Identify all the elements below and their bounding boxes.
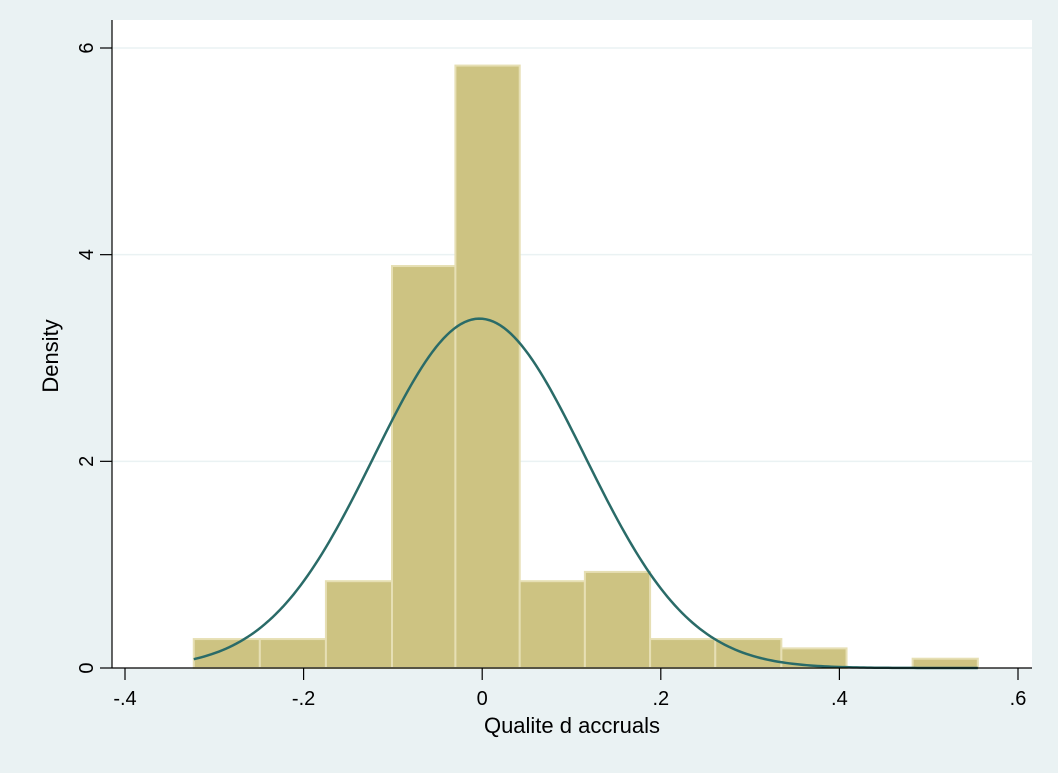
y-tick-label-1: 2 [76,456,98,467]
gridlines [112,47,1032,463]
histogram-bar-0 [192,638,261,669]
histogram-bar-11 [911,657,979,670]
histogram-bar-1 [258,638,327,669]
normal-density-curve [193,317,978,670]
histogram-bar-7 [649,638,717,669]
x-axis-title: Qualite d accruals [484,713,660,738]
y-axis-title: Density [38,319,63,392]
x-tick-label-2: 0 [477,688,488,710]
x-tick-label-0: -.4 [113,688,136,710]
axes: -.4 -.2 0 .2 .4 .6 0 2 4 6 [76,20,1032,710]
y-tick-label-2: 4 [76,249,98,260]
histogram-bar-6 [583,570,652,670]
histogram-bars [192,64,979,670]
histogram-bar-5 [518,580,586,670]
histogram-bar-3 [391,265,457,669]
plot-area [112,20,1032,668]
x-tick-label-3: .2 [652,688,669,710]
y-tick-label-3: 6 [76,42,98,53]
histogram-bar-4 [454,64,521,670]
y-tick-label-0: 0 [76,662,98,673]
x-tick-label-5: .6 [1010,688,1027,710]
histogram-bar-2 [324,580,394,670]
x-tick-label-1: -.2 [292,688,315,710]
x-tick-label-4: .4 [831,688,848,710]
